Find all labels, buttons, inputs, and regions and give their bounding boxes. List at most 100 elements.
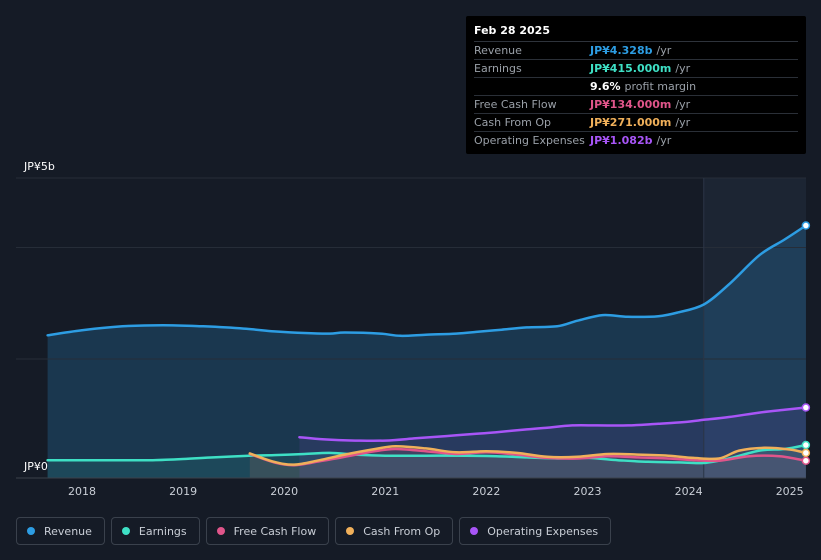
operating-expenses-point: [625, 422, 631, 428]
cash-from-op-point: [761, 445, 767, 451]
tooltip-row: 9.6% profit margin: [474, 78, 798, 96]
legend-dot-icon: [216, 527, 225, 535]
revenue-point: [625, 314, 631, 320]
tooltip-row-unit: /yr: [675, 98, 691, 111]
revenue-point: [342, 330, 348, 336]
cash-from-op-point: [453, 449, 459, 455]
legend-dot-icon: [346, 527, 355, 535]
earnings-point: [645, 459, 651, 465]
tooltip-row-unit: /yr: [675, 116, 691, 129]
legend-item-operating-expenses[interactable]: Operating Expenses: [459, 517, 612, 545]
revenue-point: [701, 302, 707, 308]
revenue-point: [574, 318, 580, 324]
cash-from-op-area: [249, 446, 806, 478]
x-tick-label: 2018: [68, 485, 96, 498]
legend-dot-icon: [121, 527, 130, 535]
operating-expenses-point: [382, 438, 388, 444]
earnings-point: [352, 452, 358, 458]
tooltip-row-label: Free Cash Flow: [474, 98, 557, 111]
tooltip-row-value: JP¥271.000m: [590, 116, 672, 129]
y-axis-bottom-label: JP¥0: [23, 460, 48, 473]
revenue-point: [327, 331, 333, 337]
cash-from-op-point: [291, 462, 297, 468]
operating-expenses-point: [494, 429, 500, 435]
free-cash-flow-line: [248, 447, 808, 467]
cash-from-op-point: [423, 445, 429, 451]
operating-expenses-point: [443, 433, 449, 439]
legend-item-cash-from-op[interactable]: Cash From Op: [335, 517, 454, 545]
legend-dot-icon: [27, 527, 35, 535]
earnings-line: [46, 443, 808, 465]
earnings-point: [180, 456, 186, 462]
earnings-point: [463, 453, 469, 459]
legend-item-revenue[interactable]: Revenue: [16, 517, 105, 545]
tooltip-row-unit: profit margin: [624, 80, 697, 93]
tooltip-row-label: Operating Expenses: [474, 134, 585, 147]
tooltip-row: Cash From Op JP¥271.000m/yr: [474, 114, 798, 132]
revenue-point: [423, 332, 429, 338]
revenue-point: [453, 331, 459, 337]
x-tick-label: 2025: [776, 485, 804, 498]
cash-from-op-point: [691, 455, 697, 461]
legend-item-free-cash-flow[interactable]: Free Cash Flow: [205, 517, 330, 545]
legend-label: Revenue: [44, 524, 92, 538]
tooltip: Feb 28 2025 Revenue JP¥4.328b/yr Earnings J…: [466, 16, 806, 154]
revenue-point: [79, 327, 85, 333]
cash-from-op-point: [605, 451, 611, 457]
cash-from-op-point: [483, 448, 489, 454]
tooltip-row-value: JP¥134.000m: [590, 98, 672, 111]
revenue-point: [301, 330, 307, 336]
free-cash-flow-point: [746, 453, 752, 459]
earnings-point: [615, 457, 621, 463]
revenue-end-marker: [801, 221, 811, 230]
x-tick-label: 2024: [675, 485, 703, 498]
legend-item-earnings[interactable]: Earnings: [110, 517, 200, 545]
earnings-point: [79, 457, 85, 463]
tooltip-row-label: Earnings: [474, 62, 522, 75]
operating-expenses-point: [296, 434, 302, 440]
revenue-point: [241, 326, 247, 332]
tooltip-row: Operating Expenses JP¥1.082b/yr: [474, 132, 798, 149]
tooltip-row-label: Revenue: [474, 44, 522, 57]
revenue-point: [377, 331, 383, 337]
tooltip-row: Revenue JP¥4.328b/yr: [474, 42, 798, 60]
revenue-point: [676, 309, 682, 315]
legend-dot-icon: [470, 527, 479, 535]
tooltip-row: Free Cash Flow JP¥134.000m/yr: [474, 96, 798, 114]
earnings-point: [119, 457, 125, 463]
cash-from-op-point: [635, 452, 641, 458]
operating-expenses-point: [681, 419, 687, 425]
earnings-point: [382, 453, 388, 459]
tooltip-row-label: [474, 78, 590, 95]
earnings-point: [726, 456, 732, 462]
operating-expenses-point: [726, 414, 732, 420]
revenue-point: [398, 333, 404, 339]
cash-from-op-point: [665, 453, 671, 459]
earnings-point: [585, 455, 591, 461]
x-tick-label: 2023: [574, 485, 602, 498]
operating-expenses-point: [413, 435, 419, 441]
tooltip-row-value: JP¥4.328b: [590, 44, 653, 57]
cash-from-op-point: [574, 454, 580, 460]
tooltip-row-value: 9.6%: [590, 80, 621, 93]
operating-expenses-point: [544, 425, 550, 431]
earnings-point: [210, 454, 216, 460]
x-tick-label: 2020: [270, 485, 298, 498]
legend-label: Earnings: [138, 524, 187, 538]
earnings-end-marker: [801, 440, 811, 450]
operating-expenses-point: [473, 431, 479, 437]
operating-expenses-point: [701, 417, 707, 423]
tooltip-row: Earnings JP¥415.000m/yr: [474, 60, 798, 78]
tooltip-row-unit: /yr: [675, 62, 691, 75]
earnings-point: [494, 453, 500, 459]
revenue-point: [473, 329, 479, 335]
revenue-point: [119, 323, 125, 329]
revenue-point: [45, 332, 51, 338]
revenue-line: [46, 224, 808, 338]
x-tick-label: 2021: [371, 485, 399, 498]
revenue-area: [47, 225, 806, 478]
operating-expenses-point: [655, 421, 661, 427]
revenue-point: [554, 323, 560, 329]
earnings-point: [301, 451, 307, 457]
tooltip-row-value: JP¥415.000m: [590, 62, 672, 75]
